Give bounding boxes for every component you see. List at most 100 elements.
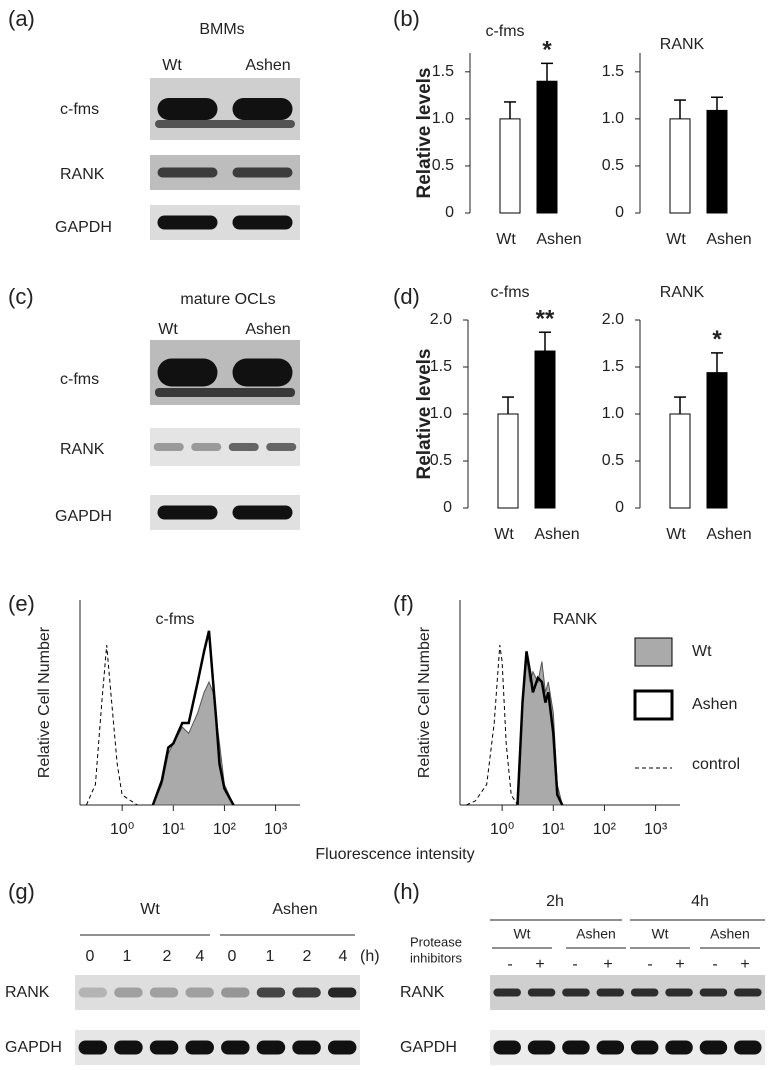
significance: ** (536, 306, 555, 333)
y-tick-label: 2.0 (430, 311, 452, 328)
band (699, 1040, 728, 1055)
y-tick-label: 0 (443, 499, 452, 516)
band (153, 443, 184, 451)
lane-label: - (712, 956, 717, 973)
row-label: GAPDH (55, 219, 112, 236)
bar (499, 118, 521, 214)
band (155, 388, 295, 397)
y-tick-label: 0 (615, 499, 624, 516)
x-tick-label: 10³ (644, 821, 668, 838)
lane-label: 0 (86, 948, 95, 965)
y-tick-label: 1.0 (432, 110, 454, 127)
y-axis-label: Relative levels (414, 349, 435, 480)
x-tick-label: Wt (666, 526, 686, 543)
column-label: Ashen (245, 57, 290, 74)
chart-title: RANK (660, 284, 705, 301)
lane-label: 4 (196, 948, 205, 965)
x-tick-label: 10² (593, 821, 617, 838)
column-label: Wt (158, 321, 178, 338)
group-label: Wt (651, 926, 668, 942)
row-label: c-fms (60, 371, 99, 388)
band (149, 987, 179, 998)
band (734, 988, 762, 997)
row-label: RANK (60, 441, 105, 458)
group-label: Ashen (576, 926, 616, 942)
band (665, 1040, 693, 1055)
time-label: 4h (691, 893, 709, 910)
bar (497, 413, 519, 509)
band (493, 1040, 521, 1055)
panel-label: (b) (393, 6, 420, 31)
x-tick-label: 10² (213, 821, 237, 838)
row-label: GAPDH (400, 1039, 457, 1056)
panel-label: (e) (8, 591, 35, 616)
treatment-label: Protease (410, 934, 462, 949)
band (157, 98, 218, 120)
y-tick-label: 1.5 (602, 63, 624, 80)
lane-label: 1 (266, 948, 275, 965)
x-tick-label: 10⁰ (490, 821, 514, 838)
y-axis-label: Relative Cell Number (416, 626, 433, 778)
band (185, 987, 214, 998)
band (78, 987, 108, 998)
unit-label: (h) (360, 948, 380, 965)
y-tick-label: 1.0 (602, 110, 624, 127)
band (232, 505, 293, 520)
y-tick-label: 1.5 (432, 63, 454, 80)
x-tick-label: 10³ (264, 821, 288, 838)
column-label: Ashen (245, 321, 290, 338)
band (596, 988, 625, 997)
band (630, 1040, 659, 1055)
row-label: GAPDH (55, 508, 112, 525)
band (149, 1040, 179, 1055)
bar (669, 413, 691, 509)
treatment-label: inhibitors (410, 950, 463, 965)
legend-label: Ashen (692, 696, 737, 713)
band (596, 1040, 625, 1055)
y-tick-label: 1.0 (602, 405, 624, 422)
band (232, 358, 293, 387)
band (232, 167, 293, 178)
band (232, 215, 293, 230)
band (266, 443, 297, 451)
line (466, 645, 518, 806)
legend-label: control (692, 756, 740, 773)
band (292, 1040, 321, 1055)
legend-label: Wt (692, 643, 712, 660)
panel-label: (c) (8, 284, 34, 309)
band (734, 1040, 762, 1055)
chart-title: RANK (553, 611, 598, 628)
band (185, 1040, 214, 1055)
band (157, 505, 218, 520)
band (562, 988, 590, 997)
band (228, 443, 259, 451)
chart-title: c-fms (485, 23, 524, 40)
band (114, 1040, 143, 1055)
bar (669, 118, 691, 214)
panel-label: (h) (393, 879, 420, 904)
group-label: Wt (513, 926, 530, 942)
band (157, 167, 218, 178)
band (699, 988, 728, 997)
row-label: RANK (400, 984, 445, 1001)
x-tick-label: 10⁰ (110, 821, 134, 838)
line (85, 645, 138, 806)
legend-swatch (634, 637, 673, 667)
y-tick-label: 0.5 (602, 452, 624, 469)
lane-label: 1 (123, 948, 132, 965)
band (232, 98, 293, 120)
chart-title: c-fms (155, 611, 194, 628)
band (292, 987, 321, 998)
lane-label: 2 (303, 948, 312, 965)
x-tick-label: Wt (494, 526, 514, 543)
lane-label: - (572, 956, 577, 973)
y-tick-label: 1.5 (602, 358, 624, 375)
bar (536, 80, 558, 214)
x-tick-label: Ashen (536, 231, 581, 248)
band (630, 988, 659, 997)
group-label: Ashen (272, 901, 317, 918)
row-label: GAPDH (5, 1039, 62, 1056)
band (221, 1040, 250, 1055)
lane-label: 0 (228, 948, 237, 965)
